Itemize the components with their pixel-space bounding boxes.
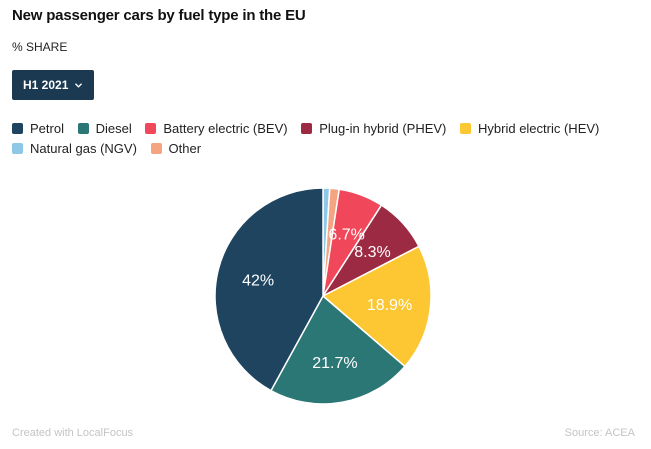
chart-title: New passenger cars by fuel type in the E… [12,7,306,24]
chevron-down-icon [75,83,82,88]
legend-item[interactable]: Hybrid electric (HEV) [460,118,599,138]
pie-data-label: 18.9% [367,297,412,314]
legend-item[interactable]: Petrol [12,118,64,138]
legend-swatch [460,122,472,134]
credit-text: Created with LocalFocus [12,427,134,439]
pie-slice-diesel[interactable] [269,294,406,405]
legend: Petrol Diesel Battery electric (BEV) Plu… [12,118,632,158]
legend-swatch [77,122,89,134]
legend-label: Plug-in hybrid (PHEV) [319,120,447,136]
pie-data-label: 42% [242,272,274,289]
legend-item[interactable]: Plug-in hybrid (PHEV) [301,118,446,138]
pie-data-label: 21.7% [312,355,357,372]
pie-data-label: 8.3% [354,244,390,261]
legend-swatch [150,142,162,154]
legend-label: Diesel [95,120,132,136]
legend-label: Battery electric (BEV) [163,120,288,136]
legend-swatch [12,142,23,154]
legend-item[interactable]: Natural gas (NGV) [12,138,137,158]
chart-subtitle: % SHARE [12,40,68,54]
source-text: Source: ACEA [564,427,635,439]
pie-data-label: 6.7% [328,226,364,243]
legend-item[interactable]: Battery electric (BEV) [145,118,288,138]
legend-swatch [145,122,157,134]
legend-label: Hybrid electric (HEV) [478,120,600,136]
legend-item[interactable]: Diesel [77,118,132,138]
legend-swatch [301,122,313,134]
legend-label: Petrol [30,120,64,136]
pie-slice-hybrid-electric-hev[interactable] [321,245,432,368]
pie-slice-petrol[interactable] [214,187,324,392]
legend-swatch [12,122,23,134]
period-dropdown[interactable]: H1 2021 [12,70,94,100]
legend-label: Natural gas (NGV) [30,140,137,156]
legend-item[interactable]: Other [150,138,202,158]
legend-label: Other [168,140,202,156]
period-dropdown-label: H1 2021 [23,78,69,92]
